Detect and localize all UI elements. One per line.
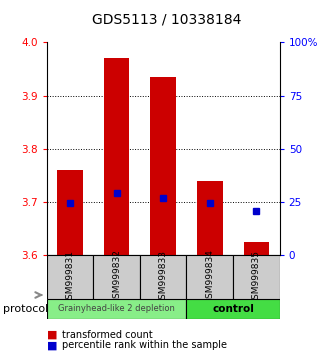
Bar <box>140 255 186 299</box>
Text: GSM999833: GSM999833 <box>159 250 168 304</box>
Text: control: control <box>212 304 254 314</box>
Text: ■: ■ <box>47 330 57 339</box>
Bar <box>186 255 233 299</box>
Text: GSM999831: GSM999831 <box>65 250 75 304</box>
Bar <box>186 299 280 319</box>
Bar <box>104 58 129 255</box>
Bar <box>197 181 222 255</box>
Text: GSM999834: GSM999834 <box>205 250 214 304</box>
Text: transformed count: transformed count <box>62 330 153 339</box>
Bar <box>47 255 93 299</box>
Bar <box>233 255 280 299</box>
Text: ■: ■ <box>47 340 57 350</box>
Text: GDS5113 / 10338184: GDS5113 / 10338184 <box>92 12 241 27</box>
Text: Grainyhead-like 2 depletion: Grainyhead-like 2 depletion <box>58 304 175 313</box>
Text: GSM999835: GSM999835 <box>252 250 261 304</box>
Text: protocol: protocol <box>3 304 49 314</box>
Bar <box>57 170 83 255</box>
Bar <box>47 299 186 319</box>
Bar <box>244 241 269 255</box>
Bar <box>151 77 176 255</box>
Text: GSM999832: GSM999832 <box>112 250 121 304</box>
Text: percentile rank within the sample: percentile rank within the sample <box>62 340 226 350</box>
Bar <box>93 255 140 299</box>
